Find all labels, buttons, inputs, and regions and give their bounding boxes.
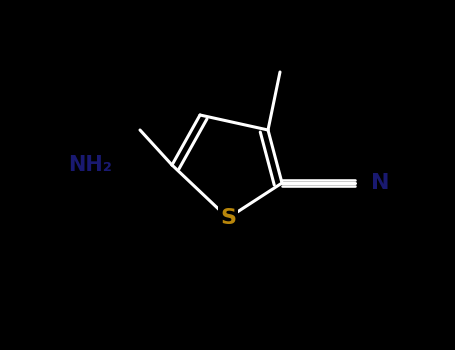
Text: S: S (220, 208, 236, 228)
Text: N: N (371, 173, 389, 193)
Text: NH₂: NH₂ (68, 155, 112, 175)
